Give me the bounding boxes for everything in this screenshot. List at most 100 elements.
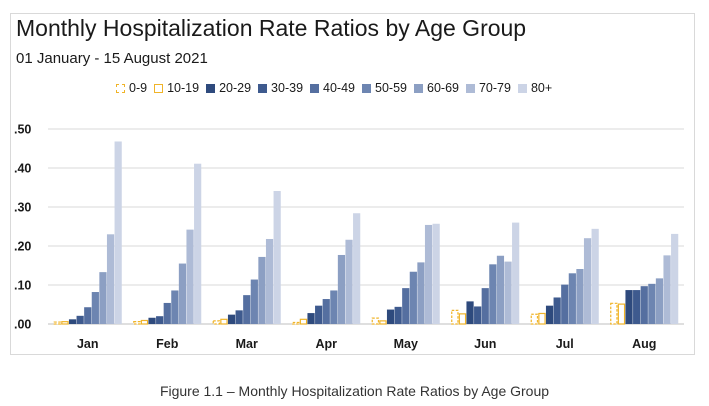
legend-swatch — [362, 83, 372, 93]
bar-40-49-jun — [481, 288, 489, 324]
bar-40-49-jul — [561, 284, 569, 324]
chart-title: Monthly Hospitalization Rate Ratios by A… — [16, 15, 527, 41]
bar-80plus-aug — [671, 233, 679, 324]
bar-70-79-jun — [504, 261, 512, 324]
bar-10-19-jul — [538, 312, 546, 325]
bar-80plus-apr — [353, 213, 361, 324]
bar-20-29-apr — [307, 313, 315, 324]
bar-20-29-aug — [625, 290, 633, 324]
bar-50-59-aug — [648, 283, 656, 324]
x-tick-label: Feb — [156, 337, 179, 351]
bar-70-79-jul — [583, 238, 592, 324]
x-tick-label: Jun — [474, 337, 496, 351]
legend-item: 60-69 — [414, 81, 459, 95]
bar-40-49-aug — [640, 286, 648, 324]
legend-item: 40-49 — [310, 81, 355, 95]
bar-10-19-mar — [220, 318, 228, 325]
figure-caption: Figure 1.1 – Monthly Hospitalization Rat… — [159, 383, 550, 399]
x-tick-label: Jul — [556, 337, 574, 351]
chart-subtitle: 01 January - 15 August 2021 — [16, 50, 208, 67]
bar-80plus-may — [432, 223, 440, 324]
bar-20-29-feb — [148, 317, 156, 324]
bar-60-69-jul — [576, 269, 584, 324]
legend-label: 40-49 — [323, 81, 356, 95]
bar-30-39-jan — [76, 315, 84, 324]
bar-10-19-jan — [61, 321, 69, 325]
bar-0-9-jan — [53, 321, 62, 325]
bar-60-69-jun — [496, 255, 505, 324]
legend-swatch — [154, 83, 164, 93]
bar-40-49-apr — [322, 299, 330, 324]
bar-70-79-apr — [345, 239, 353, 324]
legend-item: 20-29 — [206, 81, 251, 95]
bar-80plus-jul — [591, 228, 599, 324]
bar-60-69-jan — [99, 272, 107, 324]
legend-item: 0-9 — [116, 81, 147, 95]
bar-50-59-feb — [171, 290, 179, 324]
bar-50-59-jun — [489, 264, 497, 324]
bar-70-79-may — [424, 224, 433, 324]
bar-30-39-feb — [156, 316, 164, 324]
x-tick-label: May — [394, 337, 418, 351]
bar-60-69-may — [417, 262, 425, 324]
x-tick-label: Apr — [315, 337, 337, 351]
bar-40-49-feb — [163, 302, 171, 324]
bar-0-9-may — [371, 317, 380, 325]
legend-item: 10-19 — [154, 81, 199, 95]
bar-50-59-apr — [330, 290, 338, 324]
y-tick-label: .30 — [14, 201, 31, 215]
legend-label: 60-69 — [427, 81, 459, 95]
legend-item: 80+ — [517, 81, 553, 95]
bar-40-49-mar — [243, 295, 251, 324]
bar-30-39-jun — [474, 306, 482, 324]
bar-30-39-may — [394, 306, 402, 324]
bar-0-9-mar — [212, 320, 221, 325]
bar-30-39-apr — [315, 305, 323, 324]
bar-0-9-jul — [530, 313, 539, 325]
legend-label: 20-29 — [219, 81, 252, 95]
bar-60-69-feb — [178, 263, 187, 324]
bar-20-29-jun — [466, 301, 474, 324]
bar-0-9-apr — [292, 321, 300, 325]
legend-item: 30-39 — [258, 81, 303, 95]
bar-20-29-jul — [545, 305, 554, 324]
x-tick-label: Jan — [77, 337, 99, 351]
bar-30-39-aug — [633, 290, 641, 324]
bar-10-19-feb — [140, 319, 149, 325]
legend-swatch — [116, 83, 125, 93]
bar-10-19-may — [379, 320, 387, 325]
bar-50-59-mar — [250, 279, 258, 324]
y-tick-label: .50 — [14, 123, 31, 137]
legend-label: 70-79 — [478, 81, 511, 95]
legend-swatch — [414, 83, 423, 93]
x-tick-label: Aug — [632, 337, 656, 351]
bar-70-79-jan — [106, 234, 115, 324]
y-tick-label: .20 — [14, 240, 31, 254]
bar-0-9-aug — [610, 302, 618, 325]
bar-60-69-mar — [258, 256, 266, 324]
bar-20-29-mar — [227, 314, 236, 324]
legend-item: 50-59 — [362, 81, 407, 95]
bar-10-19-jun — [458, 313, 467, 325]
bar-40-49-jan — [84, 307, 92, 324]
bar-0-9-jun — [451, 309, 459, 325]
legend-item: 70-79 — [465, 81, 511, 95]
legend-label: 30-39 — [271, 81, 304, 95]
bar-20-29-jan — [68, 319, 77, 324]
legend-label: 80+ — [530, 81, 553, 95]
bar-70-79-mar — [265, 238, 274, 324]
y-tick-label: .10 — [14, 279, 31, 293]
legend-swatch — [206, 83, 216, 93]
x-tick-label: Mar — [236, 337, 258, 351]
bar-20-29-may — [386, 309, 395, 324]
legend-swatch — [517, 83, 527, 93]
bar-30-39-mar — [235, 310, 243, 324]
legend-swatch — [310, 83, 320, 93]
bar-80plus-jun — [512, 222, 520, 324]
bar-50-59-may — [409, 271, 417, 324]
legend-swatch — [465, 83, 475, 93]
legend-label: 10-19 — [167, 81, 200, 95]
bar-60-69-aug — [655, 278, 664, 324]
y-tick-label: .00 — [14, 318, 31, 332]
